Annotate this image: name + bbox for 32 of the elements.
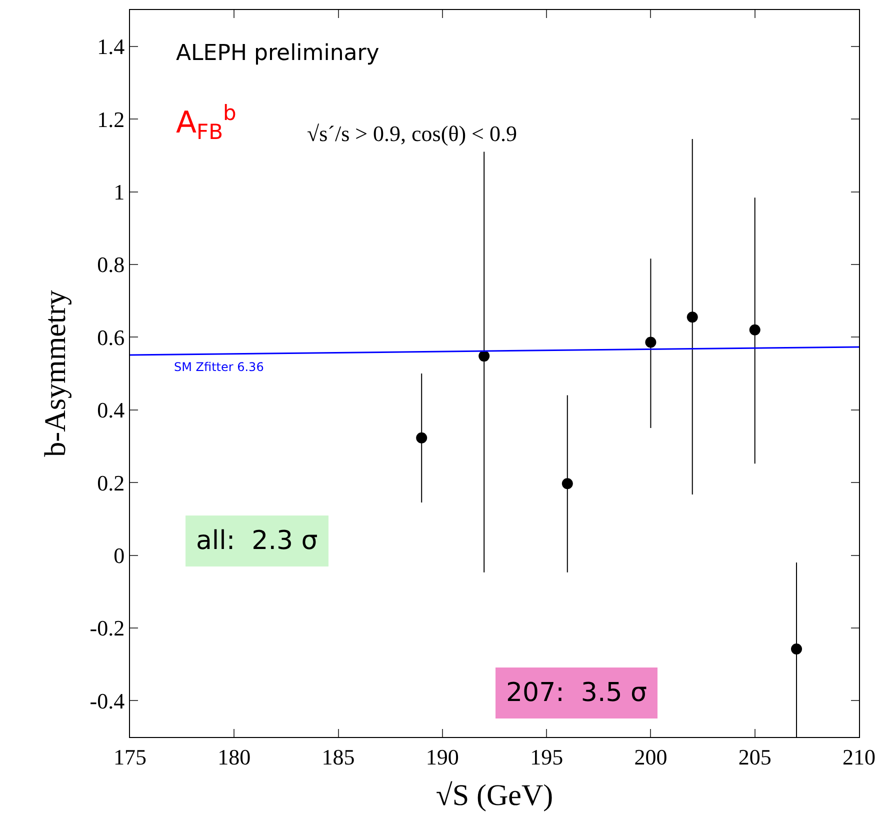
annotation: all: 2.3 σ — [196, 526, 318, 556]
y-tick-label: 1.2 — [97, 106, 125, 132]
y-tick-label: 0.2 — [97, 470, 125, 496]
x-tick-label: 180 — [218, 744, 251, 770]
y-axis-title: b-Asymmetry — [38, 290, 72, 457]
annotation: 207: 3.5 σ — [506, 678, 648, 708]
x-tick-label: 200 — [634, 744, 668, 770]
x-axis-title: √S (GeV) — [436, 778, 554, 812]
series-label: SM Zfitter 6.36 — [174, 360, 264, 374]
annotation: √s´/s > 0.9, cos(θ) < 0.9 — [307, 121, 517, 146]
point — [791, 644, 802, 655]
y-tick-label: -0.2 — [90, 616, 125, 641]
x-tick-label: 195 — [530, 744, 564, 770]
y-tick-label: 0 — [114, 542, 125, 568]
point — [686, 312, 698, 323]
point — [749, 324, 760, 336]
x-tick-label: 205 — [738, 744, 772, 770]
y-tick-label: 1 — [114, 179, 125, 204]
x-tick-label: 210 — [842, 744, 876, 770]
y-tick-label: 1.4 — [97, 34, 125, 60]
x-tick-label: 185 — [322, 744, 355, 770]
x-tick-label: 190 — [426, 744, 459, 770]
point — [416, 432, 428, 444]
x-tick-label: 175 — [114, 744, 146, 770]
point — [478, 350, 490, 362]
y-tick-label: -0.4 — [90, 688, 125, 714]
y-tick-label: 0.8 — [97, 252, 125, 278]
point — [562, 478, 573, 490]
y-tick-label: 0.6 — [97, 324, 125, 350]
point — [645, 336, 656, 348]
annotation: ALEPH preliminary — [176, 41, 380, 66]
y-tick-label: 0.4 — [97, 398, 125, 423]
